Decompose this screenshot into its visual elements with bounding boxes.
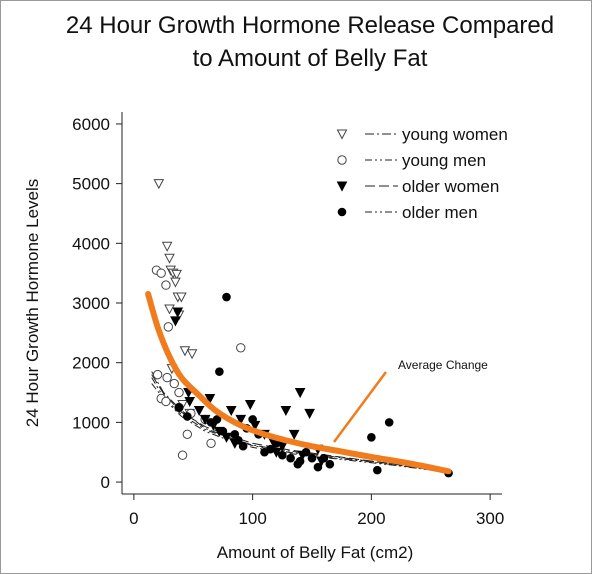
- legend-marker: [336, 181, 348, 192]
- data-point: [184, 396, 196, 408]
- data-point: [222, 292, 231, 302]
- data-point: [235, 414, 247, 425]
- data-point: [294, 388, 306, 399]
- data-point: [225, 405, 237, 417]
- data-point: [301, 447, 311, 457]
- data-point: [170, 277, 181, 288]
- legend: young women young men older women older men: [336, 125, 508, 222]
- average-change-label: Average Change: [398, 358, 488, 372]
- y-tick-label: 4000: [72, 234, 110, 253]
- data-point: [177, 450, 188, 460]
- data-point: [171, 269, 182, 280]
- average-curve: [145, 291, 452, 475]
- data-point: [183, 412, 192, 421]
- chart-title: 24 Hour Growth Hormone Release Compared: [65, 12, 555, 39]
- data-point: [319, 453, 329, 463]
- data-point: [182, 429, 193, 440]
- data-point: [163, 322, 174, 332]
- data-point: [286, 453, 295, 463]
- data-points: [151, 179, 453, 478]
- data-point: [170, 316, 181, 327]
- y-ticks: 0 1000 2000 3000 4000 5000 6000: [72, 115, 122, 492]
- y-tick-label: 0: [101, 473, 110, 492]
- chart-subtitle: to Amount of Belly Fat: [192, 45, 428, 72]
- data-point: [278, 450, 287, 460]
- data-point: [156, 268, 166, 278]
- y-tick-label: 2000: [72, 354, 110, 373]
- legend-marker: [337, 155, 347, 165]
- data-point: [313, 462, 323, 472]
- data-point: [161, 280, 171, 290]
- data-point: [325, 459, 335, 469]
- y-axis-title: 24 Hour Growth Hormone Levels: [23, 179, 42, 428]
- y-tick-label: 5000: [72, 175, 110, 194]
- data-point: [236, 343, 246, 353]
- data-point: [367, 432, 376, 442]
- data-point: [164, 253, 175, 264]
- average-change-curve: [145, 291, 452, 475]
- data-point: [164, 304, 175, 315]
- data-point: [206, 438, 216, 448]
- data-point: [179, 346, 191, 357]
- data-point: [234, 435, 243, 445]
- data-point: [161, 241, 173, 252]
- data-point: [204, 394, 216, 405]
- data-point: [280, 405, 292, 417]
- legend-label: young women: [402, 125, 508, 144]
- legend-marker: [337, 207, 347, 217]
- x-tick-label: 200: [357, 509, 385, 528]
- data-point: [295, 456, 305, 466]
- data-point: [260, 447, 269, 457]
- data-point: [218, 427, 228, 436]
- data-point: [304, 408, 315, 419]
- data-point: [199, 414, 211, 425]
- legend-marker: [336, 129, 348, 140]
- data-point: [152, 369, 163, 380]
- data-point: [307, 453, 317, 463]
- x-ticks: 0 100 200 300: [129, 494, 504, 528]
- data-point: [153, 179, 165, 190]
- data-point: [186, 349, 198, 360]
- y-tick-label: 3000: [72, 294, 110, 313]
- data-point: [244, 399, 256, 411]
- y-tick-label: 1000: [72, 413, 110, 432]
- y-tick-label: 6000: [72, 115, 110, 134]
- x-tick-label: 300: [476, 509, 504, 528]
- data-point: [161, 396, 171, 407]
- x-tick-label: 100: [238, 509, 266, 528]
- data-point: [215, 367, 224, 376]
- x-tick-label: 0: [129, 509, 138, 528]
- data-point: [238, 441, 248, 451]
- data-point: [384, 418, 394, 427]
- data-point: [248, 415, 257, 424]
- data-point: [193, 405, 205, 417]
- legend-label: young men: [402, 151, 486, 170]
- data-point: [169, 378, 179, 389]
- data-point: [162, 372, 172, 383]
- data-point: [212, 415, 222, 424]
- data-point: [172, 307, 184, 318]
- legend-label: older men: [402, 203, 478, 222]
- data-point: [174, 403, 184, 412]
- legend-label: older women: [402, 177, 499, 196]
- trend-line: [151, 377, 449, 473]
- average-change-pointer: [332, 371, 388, 443]
- data-point: [288, 429, 300, 440]
- data-point: [373, 465, 382, 475]
- data-point: [174, 387, 184, 398]
- x-axis-title: Amount of Belly Fat (cm2): [217, 543, 414, 562]
- data-point: [176, 292, 187, 303]
